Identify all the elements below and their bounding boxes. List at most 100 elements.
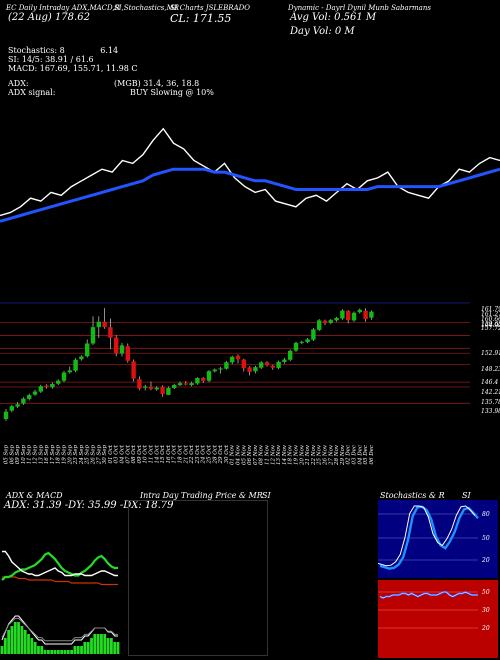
candle-body	[131, 361, 136, 379]
candle-body	[44, 385, 49, 387]
macd-bar	[33, 642, 37, 654]
stochastics-line	[379, 505, 479, 570]
macd-bar	[47, 650, 50, 654]
header-day-vol: Day Vol: 0 M	[290, 26, 355, 37]
candle-body	[108, 327, 113, 338]
macd-bar	[50, 650, 54, 654]
candle-body	[15, 404, 20, 407]
level-label: 157.72	[481, 325, 500, 332]
header-adx: ADX:	[8, 79, 29, 88]
candle-body	[363, 310, 368, 320]
candle-body	[311, 329, 316, 340]
macd-signal-line	[1, 617, 118, 642]
candle-body	[154, 387, 159, 390]
candle-body	[241, 359, 246, 369]
candle-body	[148, 386, 154, 389]
date-tick-label: 09 Oct	[137, 444, 143, 463]
candle-body	[299, 341, 304, 343]
macd-bar	[20, 626, 24, 654]
candle-body	[201, 377, 206, 381]
macd-bar	[0, 646, 4, 654]
candle-body	[230, 356, 235, 363]
macd-bar	[66, 650, 70, 654]
candle-body	[259, 362, 264, 368]
candle-body	[357, 309, 362, 313]
dx-line	[2, 576, 118, 586]
date-tick-label: 06 Nov	[247, 444, 253, 465]
date-tick-label: 26 Nov	[323, 444, 329, 466]
candle-body	[346, 310, 351, 321]
header-line-c: SI Charts JSLEBRADO	[170, 4, 250, 12]
candle-body	[38, 386, 43, 392]
candle-body	[3, 411, 9, 420]
rsi-tick: 20	[481, 625, 490, 632]
candle-body	[328, 320, 333, 323]
candle-body	[270, 365, 275, 368]
date-tick-label: 20 Nov	[299, 444, 305, 466]
date-tick-label: 07 Nov	[253, 444, 259, 465]
candle-body	[172, 385, 177, 389]
macd-bar	[13, 622, 17, 654]
candle-body	[305, 339, 310, 343]
date-tick-label: 07 Oct	[125, 444, 131, 463]
macd-bar	[53, 650, 57, 654]
candle-body	[166, 388, 171, 395]
macd-bar	[96, 634, 100, 654]
adx-line	[2, 550, 118, 577]
candle-body	[73, 359, 78, 371]
candle-body	[351, 312, 357, 321]
price-overview-chart	[0, 127, 500, 223]
date-tick-label: 13 Sep	[38, 445, 44, 465]
date-tick-label: 25 Nov	[317, 444, 323, 466]
date-tick-label: 19 Sep	[62, 445, 68, 465]
candle-body	[212, 369, 217, 372]
header-si: SI: 14/5: 38.91 / 61.6	[8, 55, 94, 64]
candle-body	[85, 343, 90, 357]
macd-bar	[7, 630, 11, 654]
date-tick-label: 08 Oct	[131, 444, 137, 463]
rsi-tick: 30	[482, 607, 490, 614]
macd-bar	[76, 646, 80, 654]
date-tick-label: 16 Oct	[166, 444, 172, 463]
rsi-bg	[378, 580, 498, 658]
macd-bar	[30, 638, 34, 654]
candle-body	[114, 337, 119, 354]
macd-bar	[17, 622, 20, 654]
date-tick-label: 21 Nov	[305, 444, 311, 466]
price-line	[0, 127, 500, 217]
date-tick-label: 18 Nov	[288, 444, 294, 465]
date-tick-label: 14 Oct	[154, 444, 160, 463]
macd-bar	[56, 650, 60, 654]
level-label: 152.91	[481, 350, 500, 357]
date-tick-label: 16 Sep	[44, 445, 50, 465]
adx-macd-title: ADX & MACD	[6, 491, 63, 500]
candle-body	[96, 321, 101, 328]
candle-body	[119, 345, 125, 354]
macd-bar	[100, 634, 103, 654]
candle-body	[32, 391, 38, 395]
date-tick-label: 17 Sep	[50, 445, 56, 465]
date-tick-label: 05 Dec	[363, 445, 369, 465]
candle-body	[218, 368, 223, 370]
candle-body	[317, 320, 322, 330]
date-tick-label: 28 Oct	[212, 444, 218, 464]
macd-bar	[63, 650, 67, 654]
macd-bar	[83, 642, 87, 654]
intraday-title: Intra Day Trading Price & MR	[140, 491, 263, 500]
date-tick-label: 15 Oct	[160, 444, 166, 463]
date-tick-label: 10 Sep	[21, 445, 27, 465]
macd-bar	[80, 646, 83, 654]
candle-body	[253, 367, 258, 372]
candle-body	[288, 350, 293, 360]
macd-bar	[90, 638, 93, 654]
macd-bar	[73, 646, 77, 654]
stoch-si: SI	[462, 491, 471, 500]
date-tick-label: 05 Nov	[241, 444, 247, 465]
macd-bar	[116, 642, 120, 654]
stoch-title: Stochastics & R	[380, 491, 445, 500]
candle-body	[61, 372, 67, 381]
macd-bar	[23, 630, 27, 654]
macd-bar	[3, 638, 7, 654]
candle-body	[125, 346, 130, 361]
date-tick-label: 30 Sep	[102, 445, 108, 465]
